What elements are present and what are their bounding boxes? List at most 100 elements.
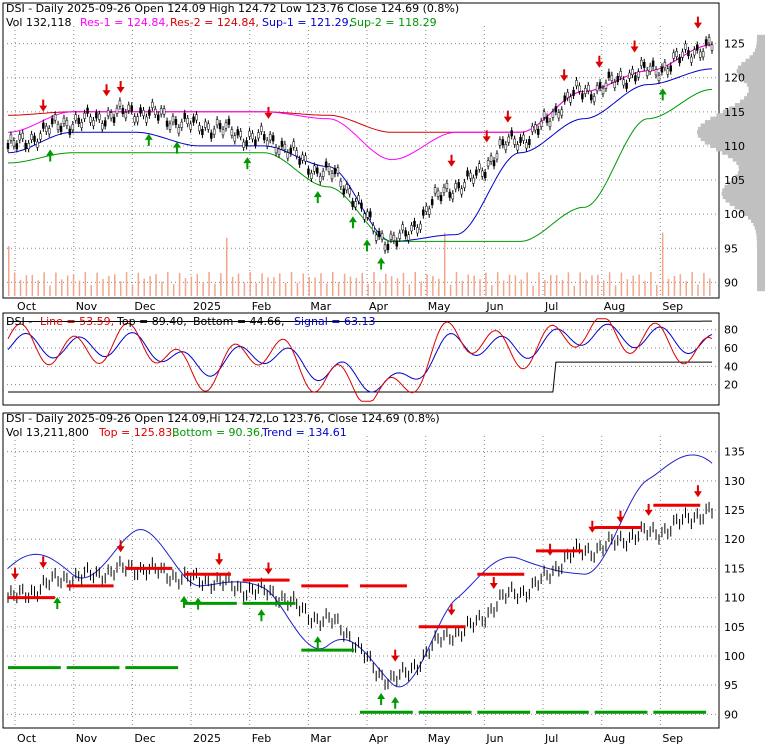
price-candle <box>12 140 16 147</box>
price-candle <box>625 82 628 89</box>
price-candle <box>24 142 27 149</box>
price-candle <box>398 232 402 239</box>
price-candle <box>648 65 652 72</box>
profile-bar <box>756 34 765 39</box>
volume-bar <box>408 284 411 296</box>
profile-bar <box>716 147 765 152</box>
price-candle <box>430 199 434 206</box>
price-candle <box>218 123 222 130</box>
profile-bar <box>727 181 765 186</box>
price-candle <box>457 182 460 189</box>
volume-bar <box>137 272 140 296</box>
price-candle <box>366 211 369 218</box>
signal-arrows <box>39 16 702 270</box>
x-tick-label: Jun <box>485 300 503 313</box>
trend-x-axis: Oct Nov Dec 2025 Feb Mar Apr May Jun Jul Aug Sep <box>17 732 683 745</box>
price-candle <box>672 52 675 59</box>
price-candle <box>678 57 681 64</box>
volume-bar <box>190 276 193 296</box>
price-candle <box>407 234 410 241</box>
price-candle <box>448 191 452 198</box>
price-candle <box>404 230 407 237</box>
price-candle <box>536 128 540 135</box>
price-candle <box>127 104 131 111</box>
volume-bar <box>514 275 517 296</box>
price-candle <box>581 93 584 100</box>
volume-bar <box>267 277 269 296</box>
price-candle <box>289 147 293 154</box>
price-candle <box>313 165 316 172</box>
price-candle <box>80 122 83 128</box>
price-candle <box>631 68 634 75</box>
volume-bar <box>473 275 475 296</box>
price-candle <box>74 114 77 121</box>
price-candle <box>254 139 257 146</box>
x-tick-label: Oct <box>17 732 37 745</box>
trend-signal-arrows <box>11 485 702 709</box>
price-candle <box>478 163 481 170</box>
profile-bar <box>710 143 765 148</box>
price-candle <box>589 94 593 101</box>
price-candle <box>436 190 440 197</box>
up-arrow <box>243 157 252 170</box>
volume-bar <box>632 275 634 296</box>
price-candle <box>260 125 263 132</box>
x-tick-label: Nov <box>76 300 98 313</box>
price-candle <box>154 108 157 115</box>
dsi-gridlines <box>3 329 719 386</box>
volume-bar <box>349 276 352 296</box>
price-candle <box>616 76 619 83</box>
price-candle <box>693 49 696 56</box>
price-candle <box>492 160 496 167</box>
down-arrow <box>489 576 498 589</box>
profile-bar <box>748 89 765 94</box>
profile-bar <box>721 191 765 196</box>
volume-bar <box>573 285 576 296</box>
price-candle <box>251 133 254 140</box>
price-candle <box>601 88 605 95</box>
volume-bar <box>491 285 493 296</box>
price-candle <box>369 211 372 218</box>
price-candle <box>86 107 89 114</box>
price-candle <box>292 141 295 148</box>
volume-bar <box>697 284 699 296</box>
volume-bar <box>278 273 281 296</box>
dsi-label: DSI - <box>6 315 32 328</box>
price-candle <box>71 124 75 131</box>
volume-bar <box>591 275 593 296</box>
profile-bar <box>743 79 765 84</box>
volume-bar <box>443 232 446 296</box>
y-tick-label: 105 <box>724 621 745 634</box>
price-candle <box>416 227 419 234</box>
volume-bar <box>626 279 629 296</box>
x-tick-label: Dec <box>134 732 155 745</box>
trend-bottom-label: Bottom = 90.36, <box>172 426 264 439</box>
price-candle <box>607 71 611 78</box>
price-candle <box>27 143 30 150</box>
volume-bar <box>549 274 552 296</box>
volume-bar <box>379 281 381 296</box>
down-arrow <box>560 69 569 82</box>
x-tick-label: 2025 <box>193 300 221 313</box>
volume-bar <box>355 277 358 296</box>
volume-label: Vol 132,118 <box>6 16 71 29</box>
price-candle <box>42 122 45 129</box>
volume-bar <box>449 284 452 296</box>
dsi-main-line <box>7 318 713 402</box>
x-tick-label: Feb <box>252 300 271 313</box>
volume-bar <box>343 273 346 296</box>
price-candle <box>271 135 275 142</box>
volume-bar <box>108 275 110 296</box>
volume-bar <box>502 280 505 296</box>
price-candle <box>145 116 148 123</box>
volume-bar <box>414 272 416 296</box>
price-candle <box>30 134 33 140</box>
price-candle <box>204 121 207 128</box>
price-candle <box>681 51 684 58</box>
price-candle <box>413 220 416 227</box>
x-tick-label: Mar <box>310 300 331 313</box>
x-tick-label: Jun <box>485 732 503 745</box>
price-candle <box>65 120 69 127</box>
price-candle <box>68 128 72 135</box>
price-candle <box>142 110 145 117</box>
